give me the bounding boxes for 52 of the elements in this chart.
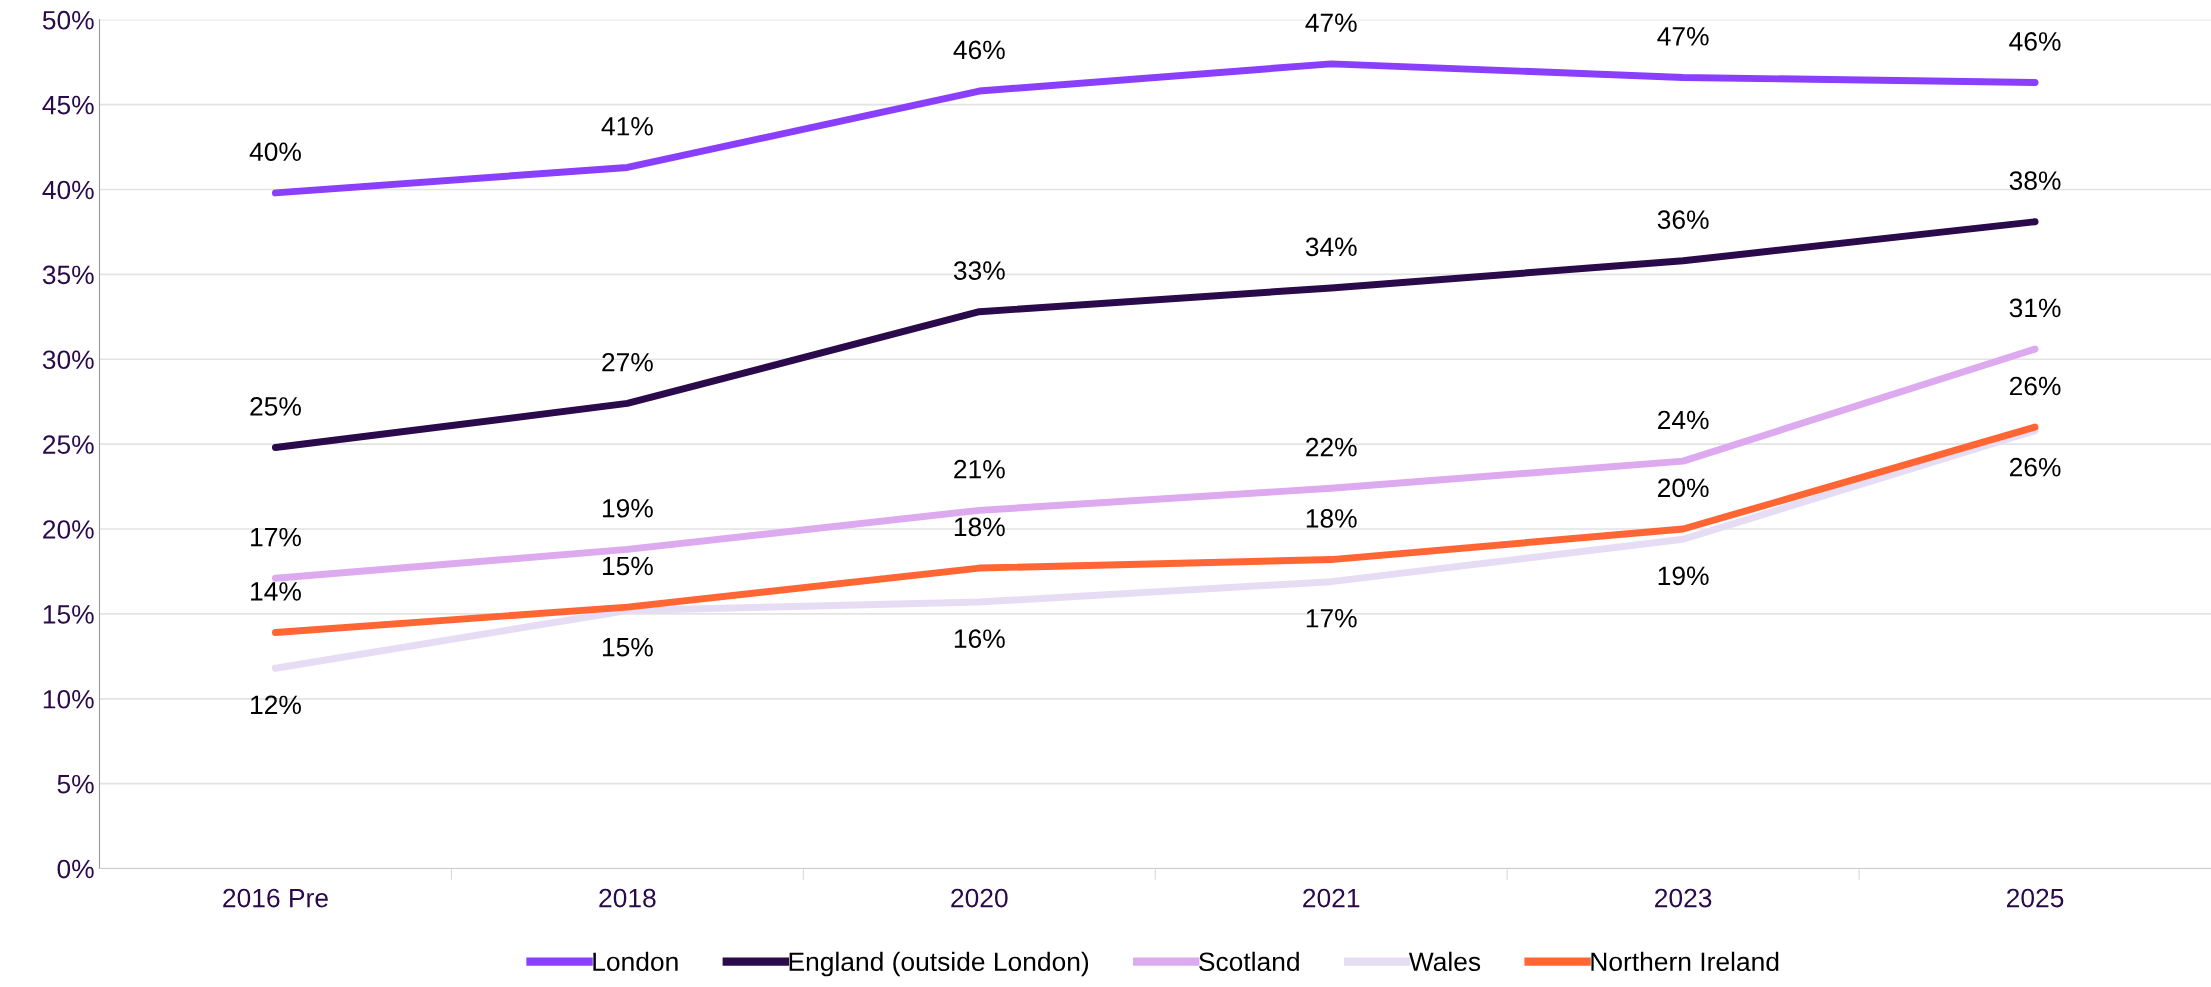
y-tick-label: 10% bbox=[43, 689, 94, 709]
y-tick-label: 5% bbox=[57, 774, 94, 794]
x-tick-label: 2016 Pre bbox=[223, 888, 328, 908]
legend-label: London bbox=[593, 951, 678, 972]
data-label: 22% bbox=[1306, 437, 1357, 457]
data-label: 18% bbox=[1306, 509, 1357, 528]
data-label: 20% bbox=[1658, 478, 1709, 498]
data-label: 41% bbox=[601, 117, 653, 136]
x-tick-label: 2023 bbox=[1655, 888, 1712, 908]
data-label: 47% bbox=[1657, 27, 1709, 46]
y-tick-label: 20% bbox=[43, 520, 94, 539]
y-tick-label: 45% bbox=[42, 95, 94, 115]
data-label: 16% bbox=[954, 629, 1005, 648]
x-tick-label: 2025 bbox=[2007, 888, 2064, 908]
data-label: 21% bbox=[954, 459, 1005, 479]
data-label: 33% bbox=[953, 261, 1005, 280]
y-tick-label: 0% bbox=[57, 859, 94, 879]
x-tick-label: 2018 bbox=[599, 888, 656, 908]
legend-label: England (outside London) bbox=[789, 951, 1089, 977]
data-label: 46% bbox=[2009, 32, 2061, 51]
y-tick-label: 35% bbox=[42, 265, 94, 285]
data-label: 17% bbox=[1306, 609, 1357, 628]
y-tick-label: 50% bbox=[42, 10, 94, 30]
data-label: 12% bbox=[251, 695, 301, 715]
data-label: 40% bbox=[249, 142, 301, 162]
y-tick-label: 15% bbox=[43, 605, 94, 624]
data-label: 47% bbox=[1305, 13, 1357, 32]
data-label: 46% bbox=[953, 40, 1005, 60]
data-label: 14% bbox=[251, 582, 301, 601]
data-label: 26% bbox=[2009, 376, 2061, 396]
legend-label: Wales bbox=[1408, 951, 1481, 972]
data-label: 18% bbox=[954, 517, 1005, 537]
data-label: 27% bbox=[602, 352, 653, 372]
data-label: 19% bbox=[602, 498, 653, 518]
data-label: 25% bbox=[250, 397, 301, 416]
legend-label: Scotland bbox=[1199, 951, 1299, 972]
data-label: 36% bbox=[1657, 210, 1709, 229]
x-tick-label: 2020 bbox=[951, 888, 1008, 908]
data-label: 31% bbox=[2009, 298, 2061, 318]
y-tick-label: 30% bbox=[42, 350, 94, 370]
data-label: 34% bbox=[1305, 237, 1357, 257]
data-label: 26% bbox=[2009, 457, 2061, 477]
data-label: 38% bbox=[2009, 171, 2061, 190]
x-tick-label: 2021 bbox=[1303, 888, 1360, 908]
data-label: 19% bbox=[1658, 566, 1709, 586]
data-label: 24% bbox=[1658, 410, 1709, 430]
legend-label: Northern Ireland bbox=[1591, 951, 1779, 972]
y-tick-label: 25% bbox=[43, 435, 94, 454]
data-label: 15% bbox=[602, 556, 653, 576]
data-label: 17% bbox=[251, 527, 301, 547]
data-label: 15% bbox=[602, 637, 653, 657]
y-tick-label: 40% bbox=[42, 180, 94, 200]
